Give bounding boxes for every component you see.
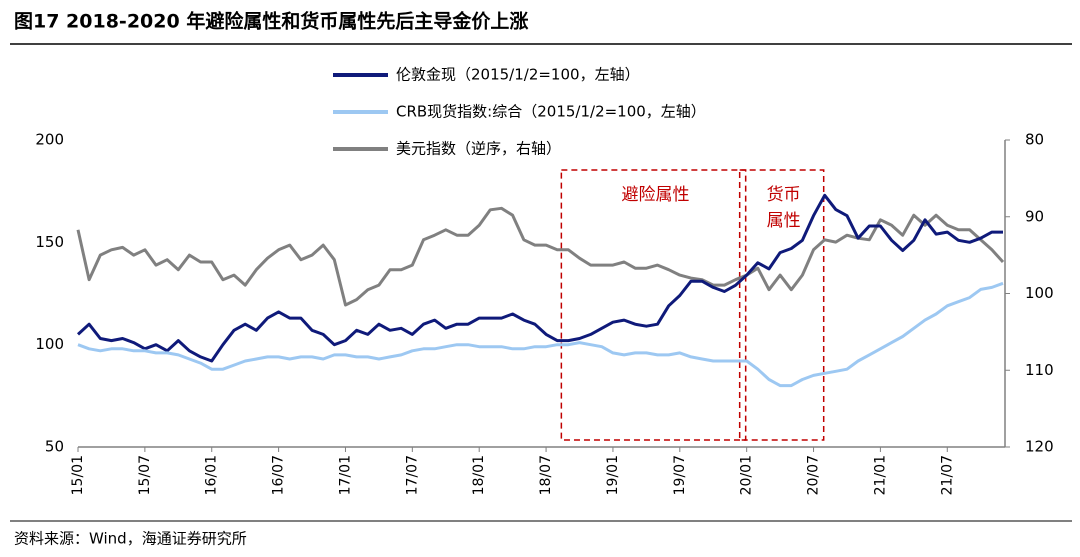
y-tick-label: 50 [45, 438, 64, 456]
x-tick-label: 15/07 [137, 455, 153, 495]
y2-tick-label: 110 [1025, 361, 1054, 379]
x-tick-label: 17/01 [337, 455, 353, 495]
y-tick-label: 150 [35, 233, 64, 251]
x-tick-label: 17/07 [404, 455, 420, 495]
y2-tick-label: 100 [1025, 284, 1054, 302]
x-tick-label: 16/07 [271, 455, 287, 495]
x-tick-label: 19/07 [672, 455, 688, 495]
x-tick-label: 15/01 [70, 455, 86, 495]
x-tick-label: 20/01 [739, 455, 755, 495]
annotation-text: 属性 [767, 211, 801, 231]
x-tick-label: 18/07 [538, 455, 554, 495]
chart-title: 图17 2018-2020 年避险属性和货币属性先后主导金价上涨 [14, 10, 528, 33]
legend-label: 美元指数（逆序，右轴） [396, 140, 561, 158]
series-line [76, 206, 1005, 307]
series-line [76, 193, 1003, 363]
x-tick-label: 16/01 [204, 455, 220, 495]
x-tick-label: 21/07 [939, 455, 955, 495]
legend-label: 伦敦金现（2015/1/2=100，左轴） [396, 66, 640, 84]
source: 资料来源：Wind，海通证券研究所 [14, 530, 247, 548]
x-tick-label: 19/01 [605, 455, 621, 495]
y-tick-label: 200 [35, 131, 64, 149]
annotation-box [738, 169, 825, 441]
annotation-text: 货币 [767, 185, 801, 205]
y2-tick-label: 120 [1025, 438, 1054, 456]
annotation-box [560, 169, 747, 441]
y-tick-label: 100 [35, 335, 64, 353]
x-tick-label: 20/07 [806, 455, 822, 495]
x-tick-label: 21/01 [872, 455, 888, 495]
annotation-text: 避险属性 [622, 185, 690, 205]
legend-label: CRB现货指数:综合（2015/1/2=100，左轴） [396, 103, 706, 121]
y2-tick-label: 80 [1025, 131, 1044, 149]
series-line [77, 281, 1004, 388]
x-tick-label: 18/01 [471, 455, 487, 495]
y2-tick-label: 90 [1025, 207, 1044, 225]
